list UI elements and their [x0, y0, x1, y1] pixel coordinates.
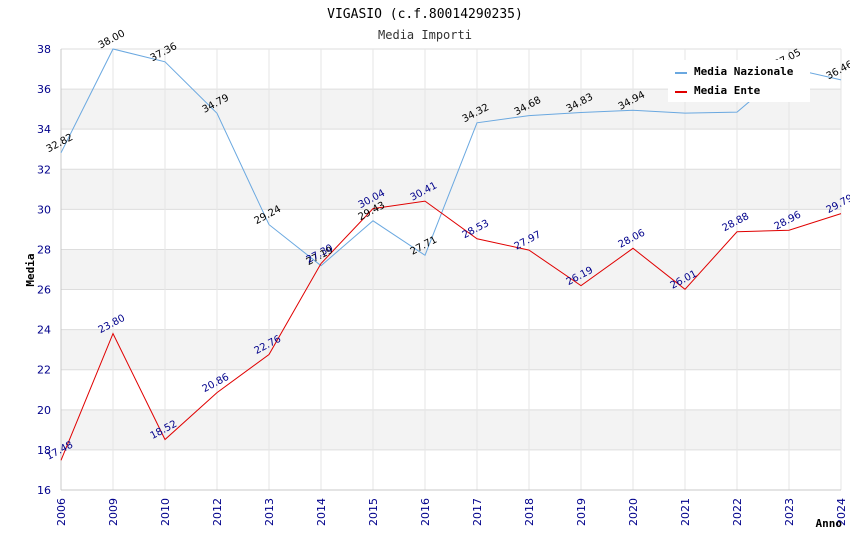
series-line-media-ente — [60, 200, 842, 461]
x-ticks: 2006 2009 2010 2012 2013 2014 2015 2016 2017 2018… — [55, 498, 848, 526]
data-label-nazionale: 37.36 — [149, 41, 179, 64]
y-tick-label: 28 — [37, 243, 51, 256]
grid-band — [61, 249, 841, 290]
y-tick-label: 26 — [37, 284, 51, 297]
y-ticks: 16 18 20 22 24 26 28 30 32 34 36 38 — [37, 43, 51, 497]
x-tick-label: 2020 — [627, 498, 640, 526]
legend-label-nazionale: Media Nazionale — [694, 65, 794, 78]
x-tick-label: 2016 — [419, 498, 432, 526]
legend-box — [668, 60, 810, 102]
grid-lines — [60, 48, 842, 491]
data-label-ente: 28.06 — [617, 228, 647, 251]
y-axis-label: Media — [24, 253, 37, 286]
y-tick-label: 20 — [37, 404, 51, 417]
x-tick-label: 2023 — [783, 498, 796, 526]
y-tick-label: 30 — [37, 203, 51, 216]
x-tick-label: 2015 — [367, 498, 380, 526]
legend-label-ente: Media Ente — [694, 84, 761, 97]
y-tick-label: 22 — [37, 364, 51, 377]
x-axis-label: Anno — [816, 517, 843, 530]
y-tick-label: 16 — [37, 484, 51, 497]
y-tick-label: 18 — [37, 444, 51, 457]
grid-bands — [61, 89, 841, 450]
x-tick-label: 2017 — [471, 498, 484, 526]
grid-band — [61, 329, 841, 370]
x-tick-label: 2009 — [107, 498, 120, 526]
legend: Media Nazionale Media Ente — [668, 60, 810, 102]
x-tick-label: 2010 — [159, 498, 172, 526]
series-line-media-nazionale — [60, 48, 842, 267]
y-tick-label: 36 — [37, 83, 51, 96]
data-label-ente: 28.88 — [721, 211, 751, 234]
chart-title: VIGASIO (c.f.80014290235) — [327, 7, 523, 22]
x-tick-label: 2022 — [731, 498, 744, 526]
x-tick-label: 2019 — [575, 498, 588, 526]
data-label-ente: 20.86 — [201, 372, 231, 395]
grid-band — [61, 409, 841, 450]
x-tick-label: 2018 — [523, 498, 536, 526]
x-tick-label: 2013 — [263, 498, 276, 526]
data-label-nazionale: 38.00 — [97, 28, 127, 51]
y-tick-label: 34 — [37, 123, 51, 136]
y-tick-label: 38 — [37, 43, 51, 56]
data-label-ente: 28.96 — [773, 209, 803, 232]
x-tick-label: 2012 — [211, 498, 224, 526]
y-tick-label: 24 — [37, 324, 51, 337]
series-lines — [60, 48, 842, 461]
x-tick-label: 2021 — [679, 498, 692, 526]
axes — [60, 49, 841, 491]
x-tick-label: 2014 — [315, 498, 328, 526]
y-tick-label: 32 — [37, 163, 51, 176]
x-tick-label: 2006 — [55, 498, 68, 526]
x-tick-label: 2024 — [835, 498, 848, 526]
chart-subtitle: Media Importi — [378, 28, 472, 42]
